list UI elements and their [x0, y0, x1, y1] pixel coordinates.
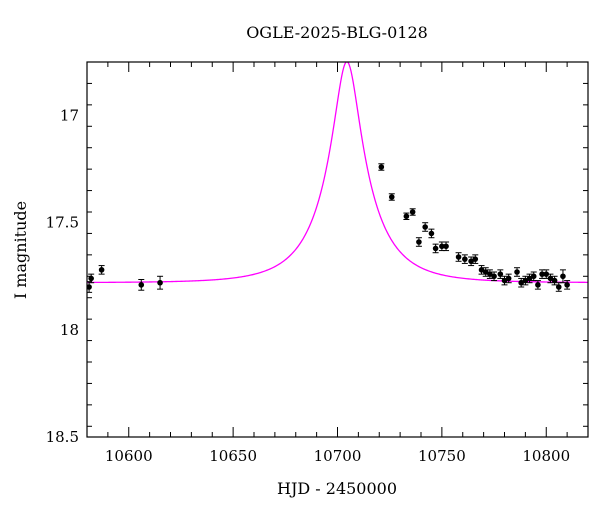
data-marker [478, 267, 485, 273]
data-point [486, 269, 493, 279]
data-point [422, 222, 429, 232]
data-point [555, 282, 562, 292]
data-point [472, 254, 479, 264]
data-point [432, 243, 439, 254]
data-marker [505, 275, 512, 282]
data-marker [138, 282, 145, 288]
data-point [547, 273, 554, 284]
chart-title: OGLE-2025-BLG-0128 [246, 23, 428, 42]
data-marker [560, 273, 566, 280]
data-marker [530, 273, 537, 280]
y-tick-label: 18.5 [46, 428, 79, 446]
y-tick-labels: 17 17.5 18 18.5 [46, 107, 79, 446]
data-point [415, 237, 422, 247]
data-point [551, 275, 558, 286]
data-marker [468, 258, 474, 265]
data-point [428, 228, 435, 239]
data-point [530, 271, 537, 282]
data-marker [388, 194, 395, 200]
data-point [514, 267, 521, 277]
data-point [518, 277, 525, 288]
data-marker [535, 282, 541, 288]
data-marker [522, 277, 529, 284]
data-point [478, 265, 485, 275]
data-marker [501, 277, 508, 284]
y-tick-label: 18 [60, 321, 79, 339]
data-marker [514, 269, 520, 275]
data-point [138, 279, 145, 291]
x-tick-label: 10600 [105, 447, 153, 465]
data-point [98, 265, 105, 275]
data-point [409, 208, 416, 216]
data-marker [539, 271, 545, 277]
data-marker [547, 275, 554, 282]
plot-frame [86, 61, 589, 438]
data-marker [88, 275, 94, 282]
data-point [505, 273, 512, 284]
data-point [559, 269, 566, 284]
data-marker [157, 279, 163, 286]
data-marker [487, 271, 493, 277]
data-marker [378, 164, 385, 170]
data-marker [462, 256, 468, 262]
data-point [482, 267, 489, 277]
data-marker [551, 277, 558, 284]
data-point [539, 269, 546, 279]
data-point [501, 275, 508, 286]
data-point [88, 273, 95, 284]
data-marker [409, 209, 416, 215]
data-marker [439, 243, 445, 250]
plot-area [87, 62, 588, 293]
data-marker [555, 284, 562, 290]
data-marker [472, 256, 479, 262]
data-point [468, 256, 475, 267]
x-tick-label: 10700 [314, 447, 362, 465]
data-marker [98, 267, 105, 273]
data-marker [497, 271, 504, 277]
data-point [157, 275, 164, 290]
x-tick-labels: 10600 10650 10700 10750 10800 [105, 447, 570, 465]
data-point [534, 280, 541, 290]
data-point [497, 269, 504, 279]
x-axis-label: HJD - 2450000 [277, 479, 397, 498]
data-marker [403, 213, 410, 220]
y-tick-label: 17.5 [46, 214, 79, 232]
data-marker [428, 230, 435, 237]
data-marker [432, 245, 439, 252]
data-marker [543, 271, 550, 277]
data-marker [518, 279, 524, 286]
data-marker [526, 275, 533, 282]
x-tick-label: 10800 [522, 447, 570, 465]
data-marker [491, 273, 497, 280]
y-tick-label: 17 [60, 107, 79, 125]
data-point [403, 212, 410, 220]
data-point [378, 163, 385, 171]
data-point [491, 271, 498, 282]
data-point [455, 252, 462, 262]
data-point [522, 275, 529, 286]
data-marker [87, 284, 92, 290]
data-marker [443, 243, 449, 250]
data-points [87, 163, 571, 293]
data-point [388, 193, 395, 201]
data-point [564, 280, 571, 290]
data-point [443, 241, 450, 252]
x-tick-label: 10750 [418, 447, 466, 465]
data-marker [422, 224, 428, 230]
data-point [461, 254, 468, 264]
data-marker [455, 254, 462, 260]
data-marker [564, 282, 570, 288]
axis-ticks [86, 62, 589, 437]
data-marker [416, 239, 422, 245]
model-curve [87, 62, 588, 284]
data-marker [482, 269, 489, 275]
data-point [526, 273, 533, 284]
x-tick-label: 10650 [209, 447, 257, 465]
y-axis-label: I magnitude [11, 201, 30, 299]
